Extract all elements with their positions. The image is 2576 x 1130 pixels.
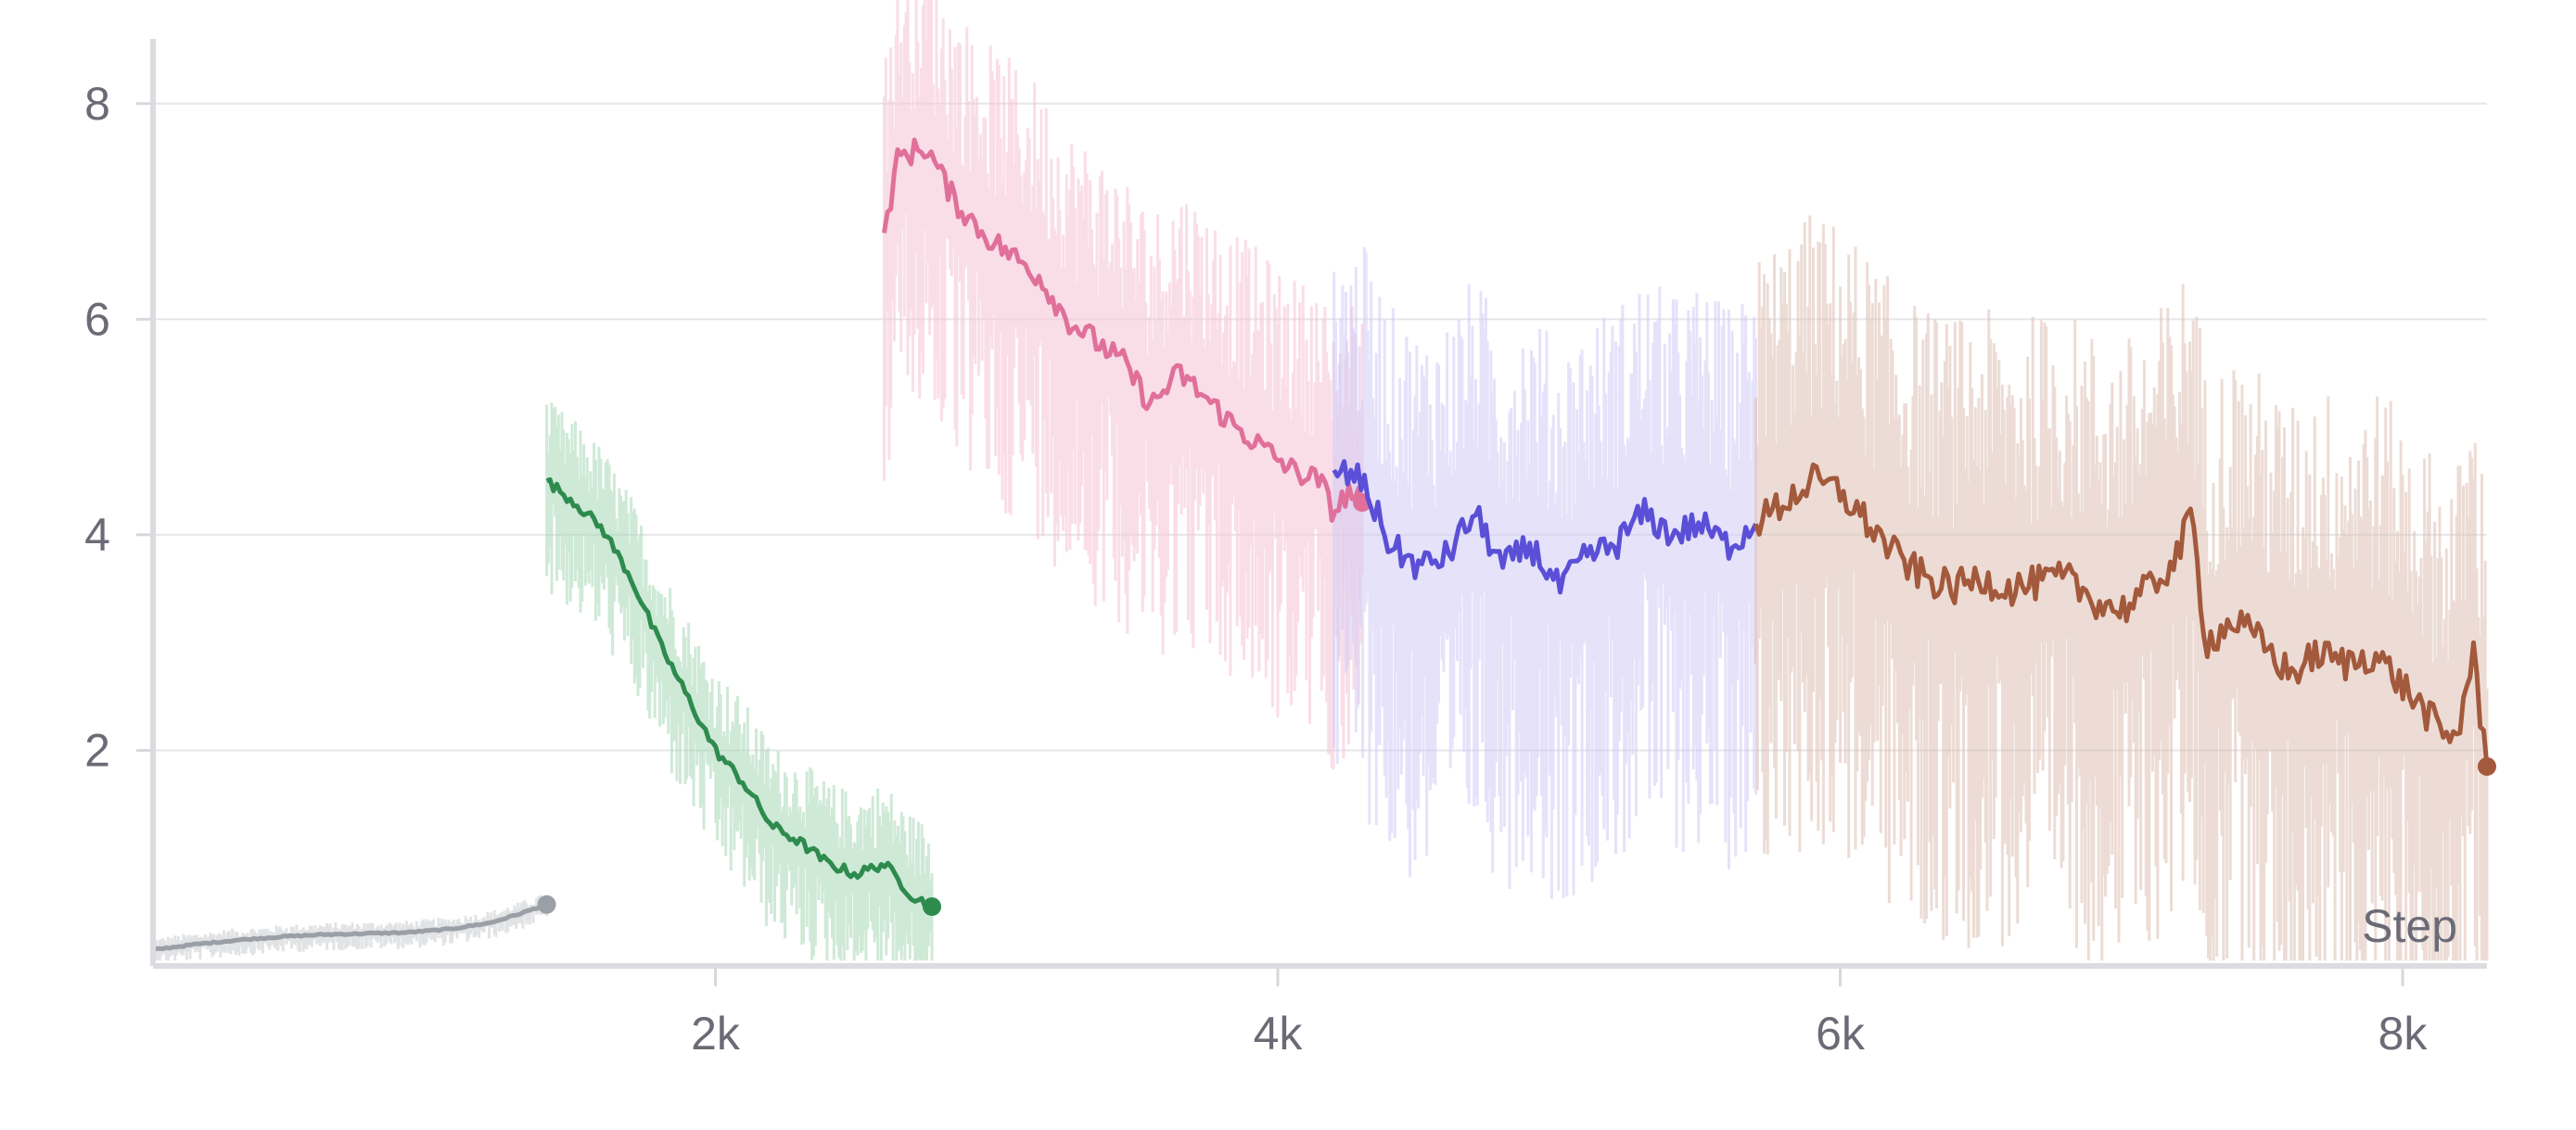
x-tick-label: 2k [691, 1008, 741, 1060]
series-end-marker [923, 897, 942, 917]
x-tick-label: 4k [1254, 1008, 1304, 1060]
series-end-marker [2478, 756, 2496, 776]
raw-series-spikes [151, 895, 549, 961]
y-tick-label: 4 [84, 509, 110, 561]
smoothed-series-2 [882, 137, 1365, 523]
smoothed-series-layer [152, 137, 2496, 952]
raw-series-spikes [545, 402, 934, 961]
raw-series-2 [883, 0, 1364, 769]
axes [136, 39, 2487, 986]
raw-series-4 [1754, 215, 2489, 961]
x-tick-label: 6k [1816, 1008, 1866, 1060]
smoothed-series-4 [1753, 462, 2490, 768]
smoothed-series-3 [1332, 459, 1758, 595]
raw-series-spikes [1754, 215, 2489, 961]
raw-series-0 [151, 895, 549, 961]
tick-labels: 2 4 6 8 2k 4k 6k 8k [84, 78, 2428, 1060]
series-end-marker [537, 895, 556, 914]
smoothed-series-1 [545, 476, 934, 909]
x-axis-label: Step [2362, 900, 2457, 952]
y-tick-label: 2 [84, 724, 110, 776]
y-tick-label: 6 [84, 293, 110, 345]
x-tick-label: 8k [2378, 1008, 2429, 1060]
smoothed-series-0 [152, 902, 548, 952]
raw-series-1 [545, 402, 934, 961]
raw-series-spikes [883, 0, 1364, 769]
y-tick-label: 8 [84, 78, 110, 130]
